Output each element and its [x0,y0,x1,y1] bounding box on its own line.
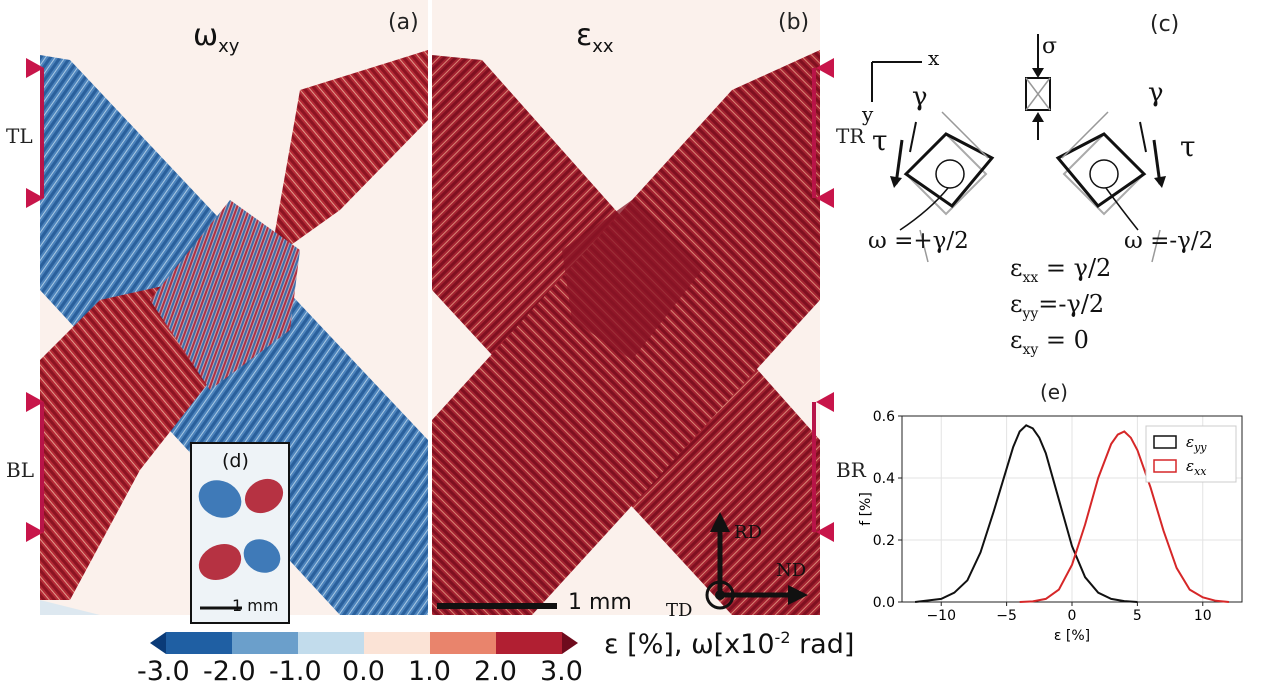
strain-eqn-xy: εxy = 0 [1010,326,1089,358]
legend-label: εyy [1186,433,1207,454]
gamma-left: γ [912,82,928,112]
x-tick-label: −10 [926,608,956,624]
colorbar [150,632,578,654]
colorbar-tick-label: 3.0 [540,656,583,687]
map-panel-b [432,0,820,615]
omega-left-eqn: ω =+γ/2 [868,228,969,254]
tau-left: τ [872,124,888,157]
colorbar-segment [166,632,232,654]
gauge-bl [40,402,44,532]
panel-c-label: (c) [1150,12,1180,37]
schematic-y-label: y [862,102,874,126]
marker-bl-bottom [26,522,44,542]
panel-b-label: (b) [778,10,810,35]
colorbar-tick-label: 1.0 [408,656,451,687]
omega-right-eqn: ω =-γ/2 [1124,228,1214,254]
eps-xx-map [432,0,820,615]
y-tick-label: 0.2 [873,533,895,549]
scale-bar-label: 1 mm [568,590,632,615]
x-tick-label: 0 [1068,608,1077,624]
colorbar-segment [430,632,496,654]
marker-tr-top [816,58,834,78]
scale-bar-line [437,603,557,609]
schematic-sigma: σ [1042,34,1058,59]
panel-a-title: ωxy [193,18,240,57]
schematic-x-label: x [928,46,940,70]
legend-swatch [1153,435,1177,449]
label-tr: TR [836,124,865,148]
colorbar-tick-label: -2.0 [203,656,256,687]
panel-a-label: (a) [388,10,419,35]
panel-e-label: (e) [1040,380,1068,404]
x-axis-label: ε [%] [1054,628,1090,644]
marker-tl-bottom [26,188,44,208]
inset-d: (d) 1 mm [190,442,290,624]
series-line [1019,430,1229,603]
inset-d-label: (d) [222,450,249,472]
marker-bl-top [26,392,44,412]
marker-br-bottom [816,522,834,542]
colorbar-segment [496,632,562,654]
axis-rd: RD [734,522,762,543]
marker-tr-bottom [816,188,834,208]
shear-schematic [871,34,1166,263]
colorbar-label: ε [%], ω[x10-2 rad] [604,628,855,660]
y-tick-label: 0.4 [873,471,895,487]
strain-eqn-yy: εyy=-γ/2 [1010,290,1105,322]
inset-d-map [192,444,288,622]
legend-label: εxx [1186,457,1207,478]
y-tick-label: 0.0 [873,595,895,611]
y-tick-label: 0.6 [873,409,895,425]
axis-nd: ND [776,560,807,581]
gauge-tr [812,68,816,198]
map-panel-a [40,0,428,615]
x-tick-label: 10 [1194,608,1212,624]
colorbar-tick-label: -3.0 [137,656,190,687]
colorbar-segment [364,632,430,654]
series-line [914,424,1138,603]
colorbar-tick-label: -1.0 [269,656,322,687]
gamma-right: γ [1148,78,1164,108]
sample-axes-glyph [705,512,808,610]
gauge-tl [40,68,44,198]
y-axis-label: f [%] [858,492,874,526]
strain-histogram-chart: −10 −5 0 5 10 0.0 0.2 0.4 0.6 ε [%] f [%] εyy εxx [858,409,1243,644]
colorbar-segment [232,632,298,654]
colorbar-over-arrow [562,632,578,654]
inset-d-scale: 1 mm [232,596,279,615]
colorbar-tick-label: 2.0 [474,656,517,687]
gauge-br [812,402,816,532]
marker-tl-top [26,58,44,78]
axis-td: TD [666,600,693,621]
colorbar-segment [298,632,364,654]
colorbar-ticks: -3.0 -2.0 -1.0 0.0 1.0 2.0 3.0 [137,656,610,690]
panel-b-title: εxx [576,18,614,57]
x-tick-label: −5 [996,608,1017,624]
legend-swatch [1153,459,1177,473]
omega-xy-map [40,0,428,615]
label-bl: BL [6,458,34,482]
label-br: BR [836,458,866,482]
label-tl: TL [6,124,33,148]
colorbar-tick-label: 0.0 [342,656,385,687]
colorbar-under-arrow [150,632,166,654]
tau-right: τ [1180,130,1196,163]
strain-eqn-xx: εxx = γ/2 [1010,254,1112,286]
marker-br-top [816,392,834,412]
x-tick-label: 5 [1133,608,1142,624]
